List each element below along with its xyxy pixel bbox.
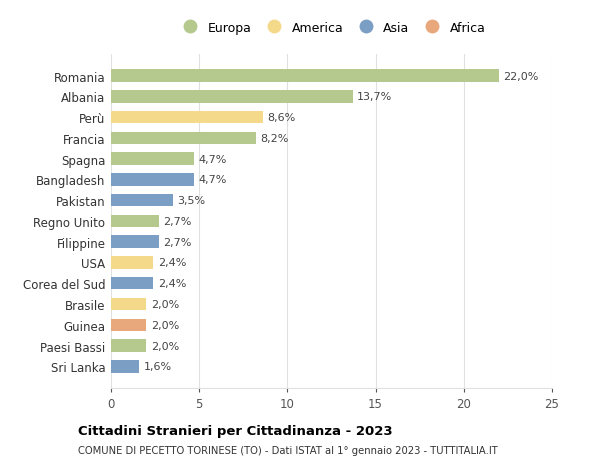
Text: 8,2%: 8,2%	[260, 134, 289, 144]
Bar	[111, 340, 146, 352]
Bar	[111, 257, 154, 269]
Bar	[111, 132, 256, 145]
Text: 2,4%: 2,4%	[158, 258, 186, 268]
Text: 1,6%: 1,6%	[143, 362, 172, 371]
Bar	[111, 70, 499, 83]
Bar	[111, 215, 158, 228]
Text: 2,0%: 2,0%	[151, 341, 179, 351]
Text: COMUNE DI PECETTO TORINESE (TO) - Dati ISTAT al 1° gennaio 2023 - TUTTITALIA.IT: COMUNE DI PECETTO TORINESE (TO) - Dati I…	[78, 445, 498, 455]
Bar	[111, 112, 263, 124]
Bar	[111, 277, 154, 290]
Bar	[111, 174, 194, 186]
Text: 3,5%: 3,5%	[177, 196, 205, 206]
Text: 8,6%: 8,6%	[267, 113, 295, 123]
Text: 2,0%: 2,0%	[151, 320, 179, 330]
Legend: Europa, America, Asia, Africa: Europa, America, Asia, Africa	[174, 18, 489, 39]
Text: 4,7%: 4,7%	[199, 154, 227, 164]
Bar	[111, 236, 158, 248]
Bar	[111, 195, 173, 207]
Text: 4,7%: 4,7%	[199, 175, 227, 185]
Text: 13,7%: 13,7%	[357, 92, 392, 102]
Text: 22,0%: 22,0%	[503, 72, 539, 81]
Bar	[111, 298, 146, 311]
Bar	[111, 360, 139, 373]
Bar	[111, 153, 194, 166]
Text: 2,4%: 2,4%	[158, 279, 186, 289]
Text: 2,7%: 2,7%	[163, 237, 191, 247]
Text: 2,0%: 2,0%	[151, 299, 179, 309]
Bar	[111, 319, 146, 331]
Text: 2,7%: 2,7%	[163, 217, 191, 226]
Bar	[111, 91, 353, 103]
Text: Cittadini Stranieri per Cittadinanza - 2023: Cittadini Stranieri per Cittadinanza - 2…	[78, 425, 392, 437]
